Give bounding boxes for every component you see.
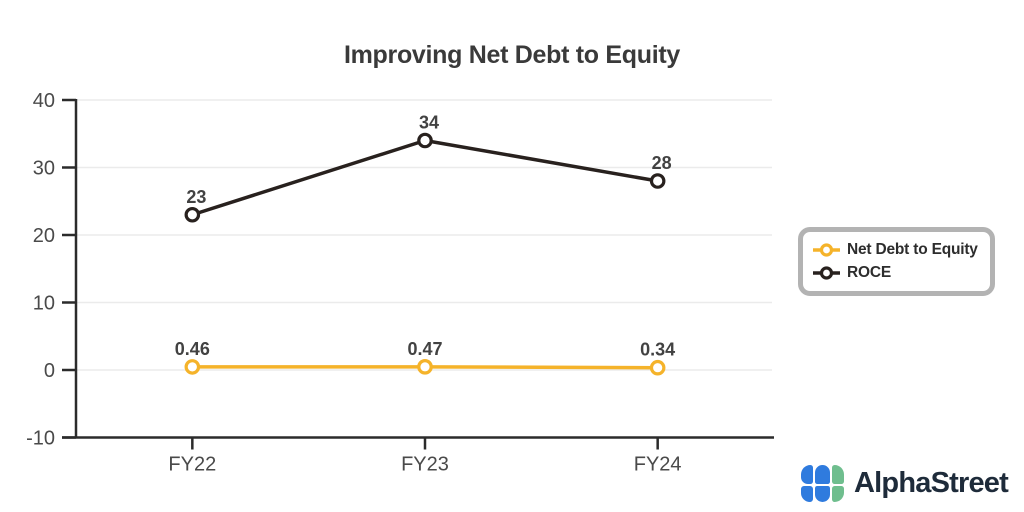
logo-petal-bottom-right <box>832 486 845 502</box>
x-tick-label: FY24 <box>634 454 682 476</box>
logo-petal-bottom-left <box>801 486 814 502</box>
x-tick-label: FY23 <box>401 454 449 476</box>
legend: Net Debt to Equity ROCE <box>798 227 995 296</box>
legend-marker-icon <box>813 266 840 280</box>
x-tick-label: FY22 <box>168 454 216 476</box>
y-tick-label: 40 <box>33 90 55 112</box>
data-point-net-debt-to-equity <box>184 359 201 375</box>
legend-label: Net Debt to Equity <box>847 241 978 258</box>
data-point-roce <box>184 206 201 223</box>
data-label-net-debt-to-equity: 0.34 <box>640 340 675 360</box>
legend-entry-roce[interactable]: ROCE <box>813 262 978 284</box>
alphastreet-logo: AlphaStreet <box>801 465 1009 502</box>
data-label-net-debt-to-equity: 0.47 <box>407 339 442 359</box>
data-point-roce <box>417 132 433 149</box>
logo-petal-bottom-mid <box>815 486 831 502</box>
y-tick-label: -10 <box>26 428 55 450</box>
data-point-roce <box>649 173 666 189</box>
chart-title: Improving Net Debt to Equity <box>343 41 681 69</box>
data-point-net-debt-to-equity <box>417 359 433 375</box>
legend-marker-icon <box>813 243 840 257</box>
logo-petal-top-right <box>832 465 845 484</box>
y-tick-label: 30 <box>33 158 55 180</box>
data-label-roce: 28 <box>652 153 672 173</box>
data-point-net-debt-to-equity <box>649 359 666 376</box>
data-label-net-debt-to-equity: 0.46 <box>175 339 210 359</box>
y-tick-label: 20 <box>33 225 55 247</box>
alphastreet-logo-text: AlphaStreet <box>854 467 1009 499</box>
alphastreet-logo-icon <box>801 465 845 502</box>
logo-petal-top-mid <box>815 465 831 484</box>
data-label-roce: 23 <box>186 187 206 207</box>
legend-entry-net-debt-to-equity[interactable]: Net Debt to Equity <box>813 239 978 261</box>
logo-petal-top-left <box>801 465 814 484</box>
y-tick-label: 0 <box>44 360 55 382</box>
legend-label: ROCE <box>847 264 891 281</box>
series-line-roce <box>190 138 660 217</box>
y-tick-label: 10 <box>33 293 55 315</box>
data-label-roce: 34 <box>419 113 439 133</box>
